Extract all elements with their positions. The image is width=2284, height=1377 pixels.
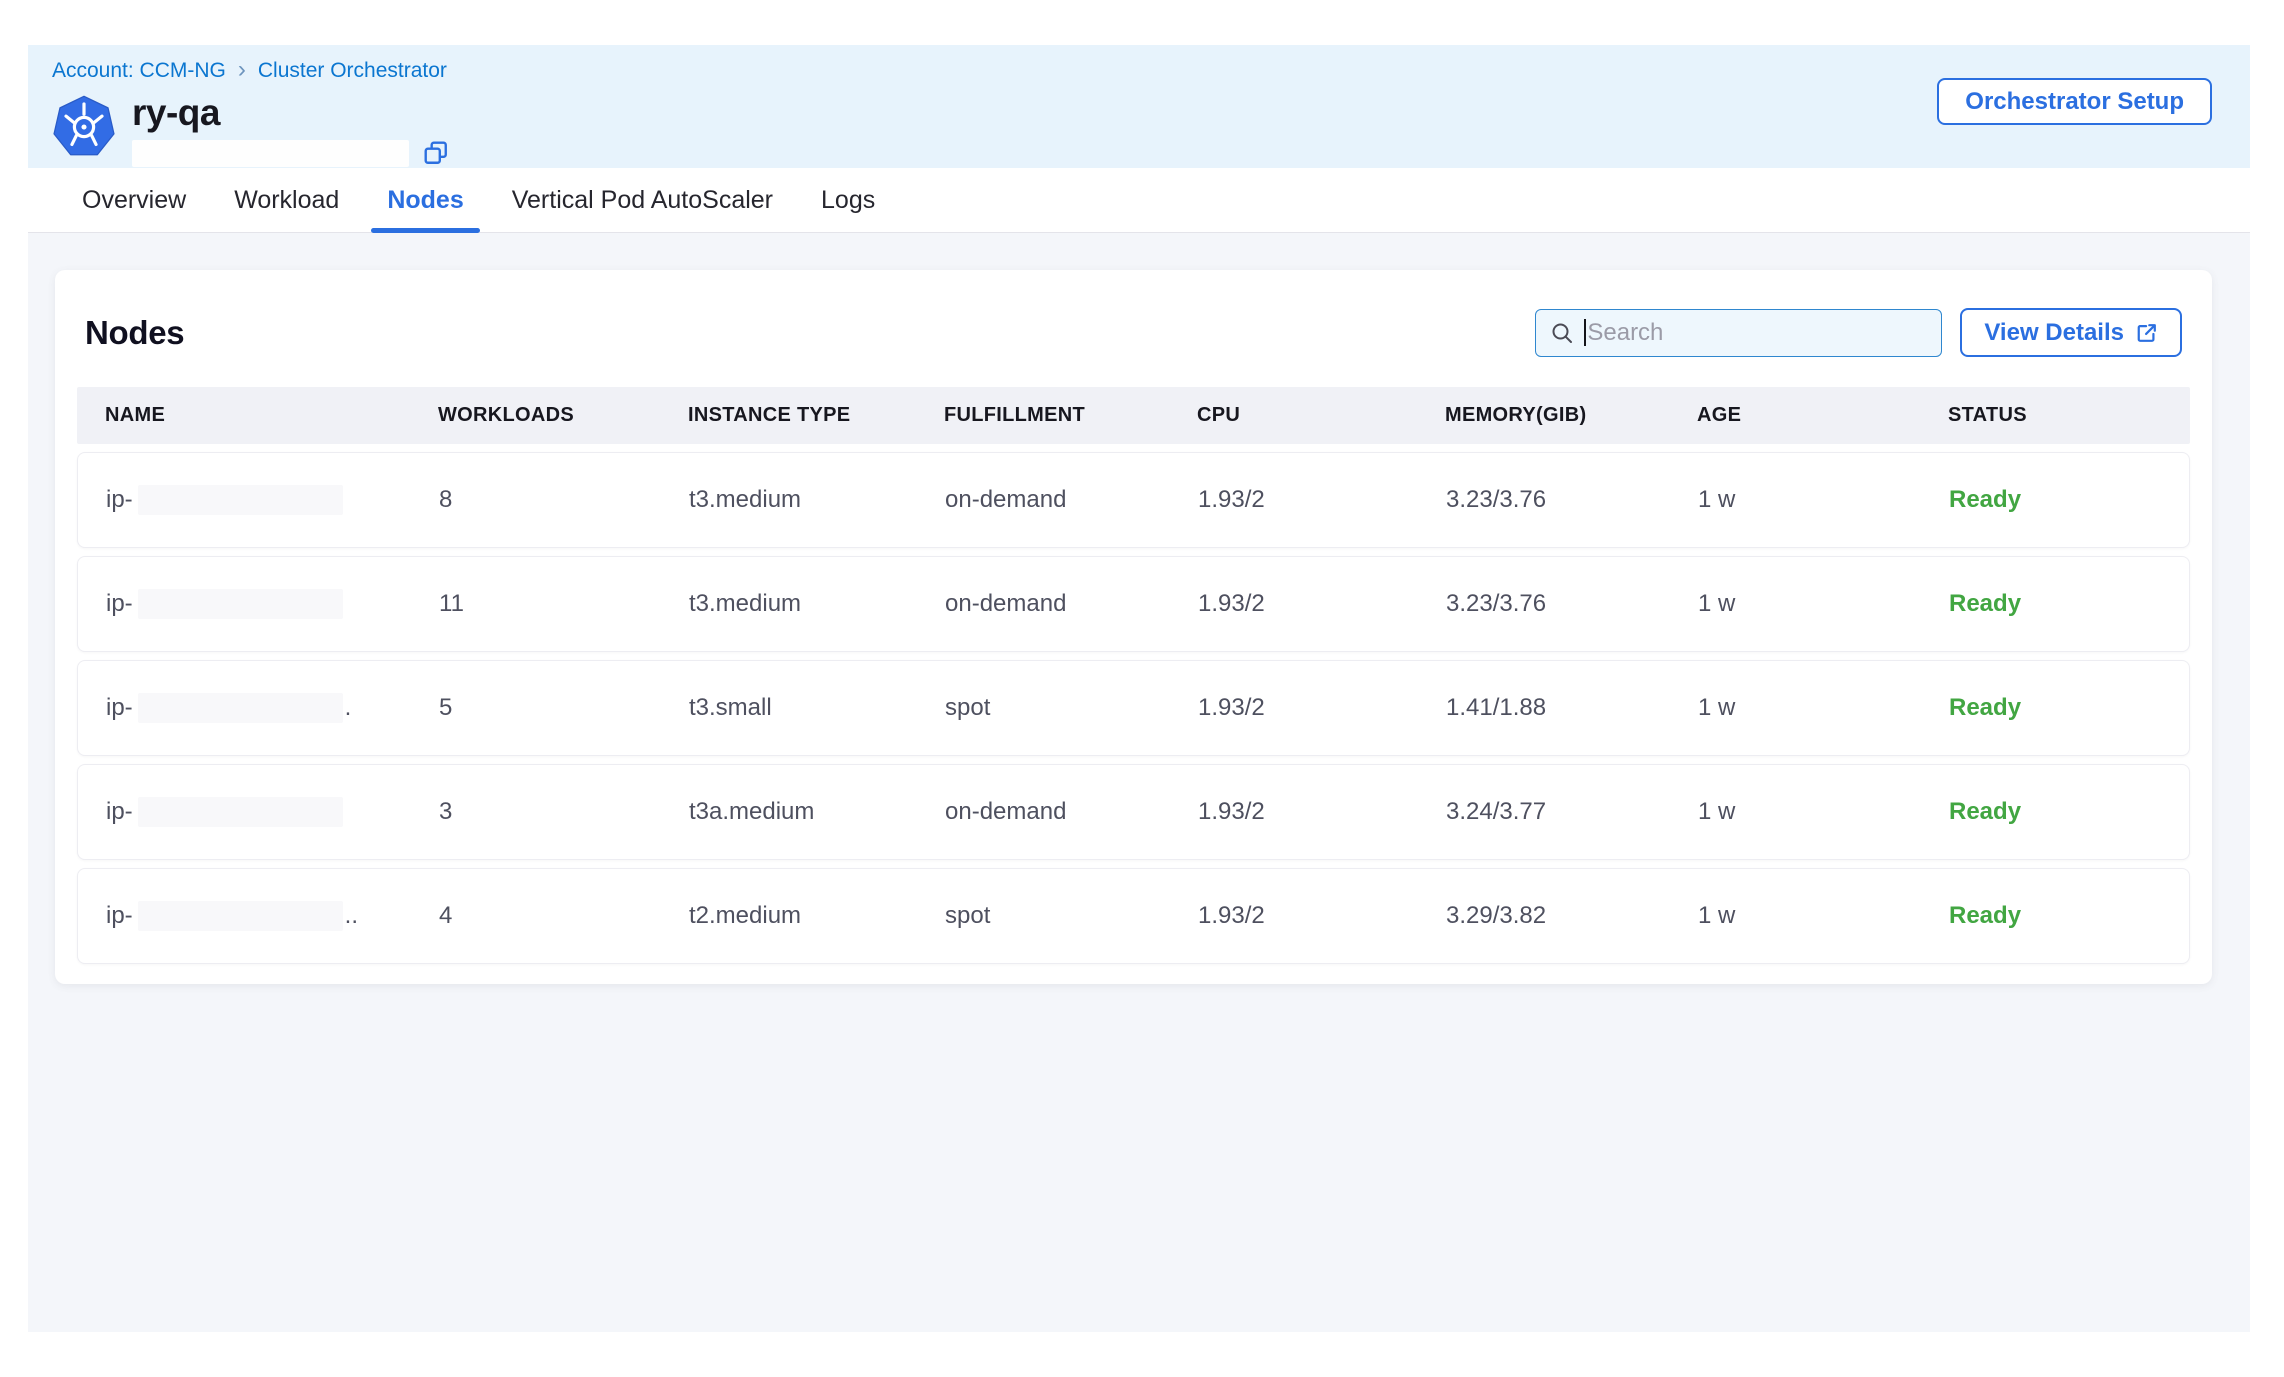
table-row: ip- 11 t3.medium on-demand 1.93/2 3.23/3…	[77, 556, 2190, 652]
node-memory: 3.29/3.82	[1446, 902, 1547, 929]
search-icon	[1552, 323, 1573, 343]
column-header-age: AGE	[1697, 404, 1742, 426]
node-instance-type: t2.medium	[689, 902, 802, 929]
node-name-prefix: ip-	[106, 798, 133, 825]
column-header-memory: MEMORY(GIB)	[1445, 404, 1587, 426]
orchestrator-setup-button[interactable]: Orchestrator Setup	[1937, 78, 2212, 125]
column-header-fulfillment: FULFILLMENT	[944, 404, 1086, 426]
node-fulfillment: on-demand	[945, 590, 1067, 617]
node-name: ip- ..	[106, 901, 439, 931]
column-header-workloads: WORKLOADS	[438, 404, 575, 426]
node-memory: 3.23/3.76	[1446, 590, 1547, 617]
search-input[interactable]	[1586, 318, 1928, 347]
table-row: ip- . 5 t3.small spot 1.93/2 1.41/1.88 1…	[77, 660, 2190, 756]
redacted-node-name	[137, 901, 343, 931]
node-workloads: 8	[439, 486, 453, 513]
tab-nodes[interactable]: Nodes	[371, 168, 481, 233]
status-badge: Ready	[1949, 798, 2022, 825]
redacted-node-name	[137, 693, 343, 723]
node-name: ip-	[106, 797, 439, 827]
tab-bar: Overview Workload Nodes Vertical Pod Aut…	[28, 168, 2250, 233]
nodes-card-header: Nodes View Details	[77, 308, 2190, 357]
view-details-button[interactable]: View Details	[1960, 308, 2182, 357]
node-name-prefix: ip-	[106, 486, 133, 513]
chevron-right-icon: ›	[237, 55, 246, 83]
node-instance-type: t3.medium	[689, 590, 802, 617]
redacted-node-name	[137, 797, 343, 827]
tab-overview[interactable]: Overview	[82, 185, 187, 214]
node-age: 1 w	[1698, 694, 1736, 721]
node-cpu: 1.93/2	[1198, 590, 1265, 617]
redacted-cluster-id	[132, 139, 409, 167]
column-header-cpu: CPU	[1197, 404, 1241, 426]
breadcrumb: Account: CCM-NG › Cluster Orchestrator	[52, 55, 2250, 83]
node-workloads: 4	[439, 902, 453, 929]
column-header-instance-type: INSTANCE TYPE	[688, 404, 851, 426]
status-badge: Ready	[1949, 902, 2022, 929]
node-memory: 3.24/3.77	[1446, 798, 1547, 825]
node-instance-type: t3a.medium	[689, 798, 815, 825]
kubernetes-icon	[53, 95, 115, 156]
node-cpu: 1.93/2	[1198, 902, 1265, 929]
node-name: ip- .	[106, 693, 439, 723]
status-badge: Ready	[1949, 486, 2022, 513]
redacted-node-name	[137, 485, 343, 515]
node-fulfillment: on-demand	[945, 798, 1067, 825]
cluster-title-row: ry-qa	[52, 92, 2250, 167]
page-title: ry-qa	[132, 92, 220, 133]
redacted-node-name	[137, 589, 343, 619]
text-cursor	[1584, 319, 1587, 346]
copy-icon[interactable]	[423, 140, 449, 166]
nodes-table: NAME WORKLOADS INSTANCE TYPE FULFILLMENT…	[77, 387, 2190, 964]
table-row: ip- 3 t3a.medium on-demand 1.93/2 3.24/3…	[77, 764, 2190, 860]
node-cpu: 1.93/2	[1198, 694, 1265, 721]
node-workloads: 5	[439, 694, 453, 721]
view-details-label: View Details	[1984, 318, 2124, 346]
breadcrumb-cluster-orchestrator-link[interactable]: Cluster Orchestrator	[257, 59, 447, 82]
status-badge: Ready	[1949, 590, 2022, 617]
external-link-icon	[2137, 323, 2156, 342]
node-age: 1 w	[1698, 902, 1736, 929]
node-age: 1 w	[1698, 486, 1736, 513]
node-fulfillment: spot	[945, 694, 991, 721]
node-name-prefix: ip-	[106, 694, 133, 721]
node-name-suffix: .	[344, 694, 352, 721]
node-fulfillment: on-demand	[945, 486, 1067, 513]
node-name-prefix: ip-	[106, 590, 133, 617]
node-instance-type: t3.small	[689, 694, 772, 721]
tab-workload[interactable]: Workload	[234, 185, 340, 214]
node-memory: 1.41/1.88	[1446, 694, 1547, 721]
table-row: ip- .. 4 t2.medium spot 1.93/2 3.29/3.82…	[77, 868, 2190, 964]
column-header-status: STATUS	[1948, 404, 2027, 426]
nodes-card: Nodes View Details	[55, 270, 2212, 984]
cluster-header: Account: CCM-NG › Cluster Orchestrator r…	[28, 45, 2250, 168]
search-box[interactable]	[1535, 308, 1943, 357]
content-area: Nodes View Details	[28, 233, 2250, 1332]
tab-vertical-pod-autoscaler[interactable]: Vertical Pod AutoScaler	[511, 185, 774, 214]
page-container: Account: CCM-NG › Cluster Orchestrator r…	[28, 45, 2250, 1332]
node-fulfillment: spot	[945, 902, 991, 929]
node-name-prefix: ip-	[106, 902, 133, 929]
nodes-actions: View Details	[1535, 308, 2182, 357]
column-header-name: NAME	[105, 404, 166, 426]
node-name: ip-	[106, 485, 439, 515]
tab-logs[interactable]: Logs	[821, 185, 876, 214]
node-instance-type: t3.medium	[689, 486, 802, 513]
node-cpu: 1.93/2	[1198, 798, 1265, 825]
node-name: ip-	[106, 589, 439, 619]
node-workloads: 11	[439, 590, 464, 617]
node-workloads: 3	[439, 798, 453, 825]
status-badge: Ready	[1949, 694, 2022, 721]
nodes-section-title: Nodes	[85, 313, 185, 351]
table-header-row: NAME WORKLOADS INSTANCE TYPE FULFILLMENT…	[77, 387, 2190, 444]
node-age: 1 w	[1698, 590, 1736, 617]
table-row: ip- 8 t3.medium on-demand 1.93/2 3.23/3.…	[77, 452, 2190, 548]
node-name-suffix: ..	[344, 902, 359, 929]
node-memory: 3.23/3.76	[1446, 486, 1547, 513]
breadcrumb-account-link[interactable]: Account: CCM-NG	[52, 59, 226, 82]
node-cpu: 1.93/2	[1198, 486, 1265, 513]
node-age: 1 w	[1698, 798, 1736, 825]
